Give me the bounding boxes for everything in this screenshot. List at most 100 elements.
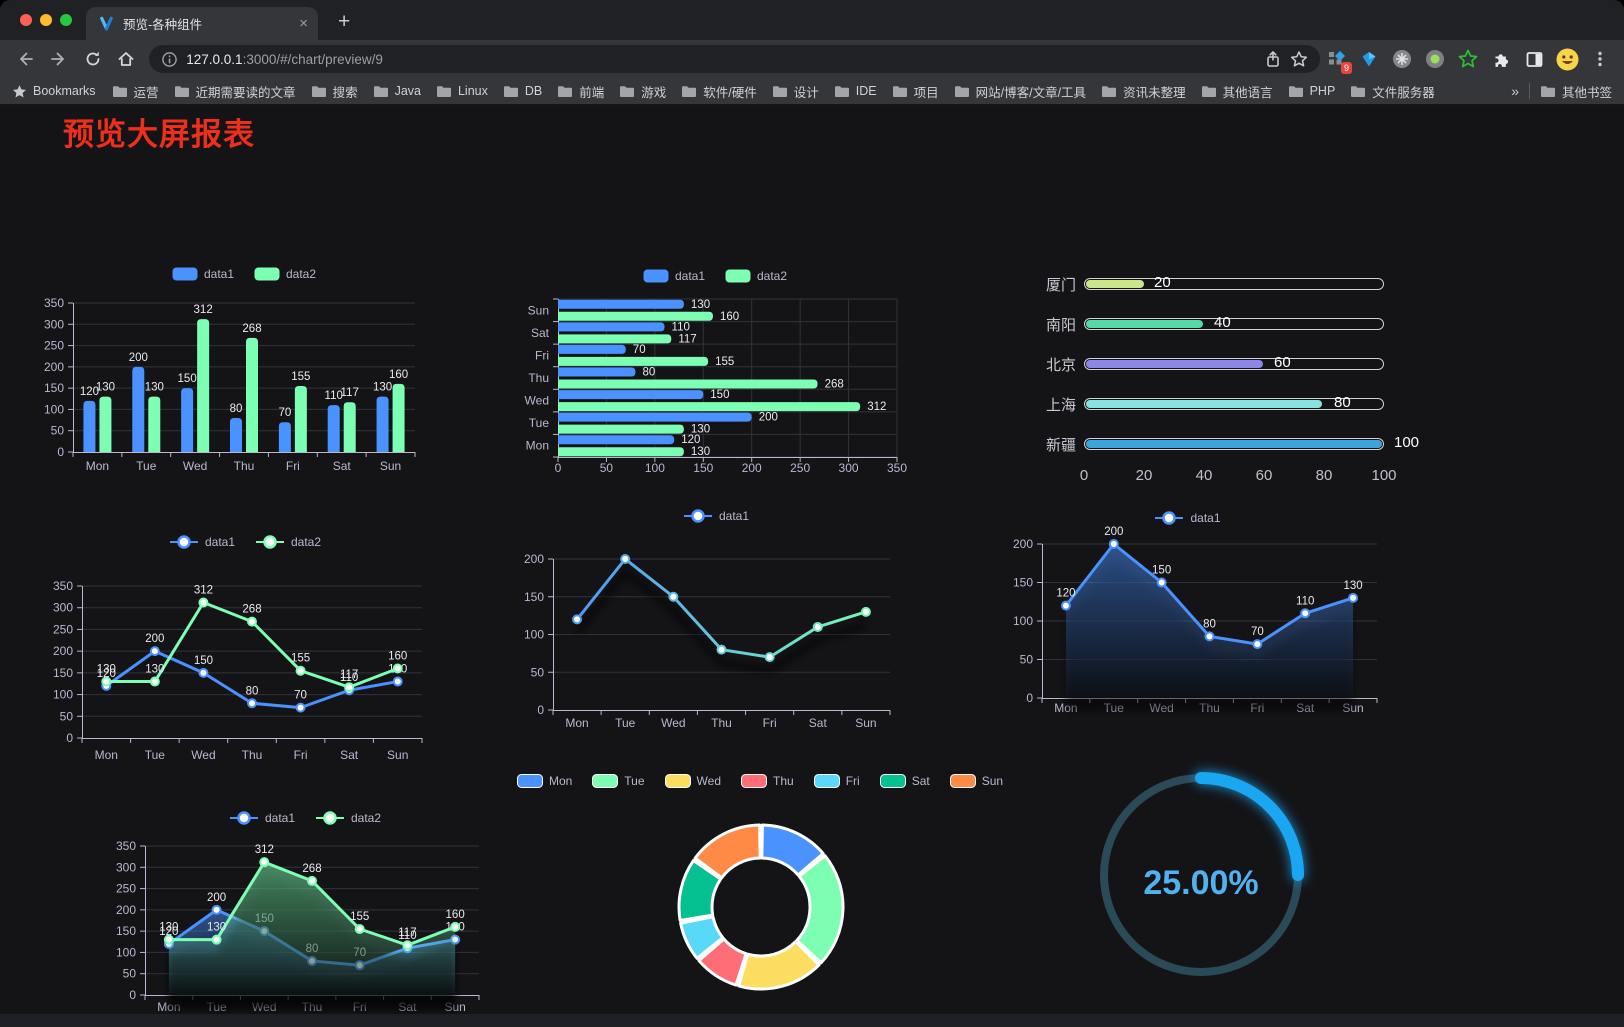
legend-item-Tue[interactable]: Tue [592,774,645,788]
bookmark-folder[interactable]: Linux [436,84,488,98]
legend-item-data1[interactable]: data1 [169,535,235,549]
chart-text: 120 [1056,588,1075,600]
legend-item-Wed[interactable]: Wed [664,774,721,788]
legend-label: Wed [696,774,721,788]
bookmark-folder[interactable]: 设计 [772,82,819,101]
bookmark-folder[interactable]: 软件/硬件 [681,82,757,101]
legend-item-data1[interactable]: data1 [683,509,749,523]
legend-item-Thu[interactable]: Thu [741,774,794,788]
chart-text: 130 [97,664,116,676]
bookmark-folder[interactable]: PHP [1288,84,1335,98]
bookmark-folder[interactable]: 搜索 [311,82,358,101]
chart-line-gradient[interactable]: data1 0 50 100 150 200 Mon Tue Wed Thu Fri Sat Sun [500,501,932,739]
legend-item-data2[interactable]: data2 [725,269,787,283]
progress-track[interactable] [1084,358,1384,370]
extension-grid-icon[interactable]: 9 [1324,47,1352,74]
chart-gauge[interactable]: 25.00% [1080,760,1325,995]
vue-devtools-icon[interactable] [1357,47,1381,71]
minimize-window-button[interactable] [40,14,52,26]
browser-tab[interactable]: 预览-各种组件 × [86,7,318,40]
close-window-button[interactable] [20,14,32,26]
legend-item-data2[interactable]: data2 [254,267,316,281]
url-text[interactable]: 127.0.0.1:3000/#/chart/preview/9 [186,52,1256,67]
bookmark-folder[interactable]: IDE [834,84,877,98]
chart-bar-vertical[interactable]: data1 data2 0 50 100 150 200 250 300 350 Mon Tue Wed… [30,255,458,481]
chart-text: 150 [178,373,197,385]
bookmark-folder[interactable]: 资讯未整理 [1101,82,1186,101]
chart-text: 268 [825,379,844,391]
sidebar-icon[interactable] [1522,47,1546,71]
legend-item-Mon[interactable]: Mon [516,774,572,788]
forward-button[interactable] [44,44,74,74]
new-tab-button[interactable]: + [338,10,351,33]
pie-slice-Sun[interactable] [693,823,762,880]
bookmark-folder[interactable]: 项目 [892,82,939,101]
bookmark-folder[interactable]: 游戏 [619,82,666,101]
legend-item-data2[interactable]: data2 [255,535,321,549]
zoom-window-button[interactable] [60,14,72,26]
folder-icon [834,85,849,97]
pie-slice-Thu[interactable] [697,937,748,987]
bookmark-folder[interactable]: DB [503,84,542,98]
bookmark-folder[interactable]: 近期需要读的文章 [174,82,296,101]
folder-icon [954,85,969,97]
chart-line-two-series[interactable]: data1 data2 0 50 100 150 200 250 300 350 Mon Tue Wed… [30,529,460,769]
chart-text: Fri [535,348,549,362]
site-info-icon[interactable] [161,51,178,68]
folder-icon [1288,85,1303,97]
chart-text: 160 [389,369,408,381]
bookmark-folder[interactable]: 文件服务器 [1350,82,1435,101]
legend-item-data1[interactable]: data1 [229,811,295,825]
chart-donut[interactable]: Mon Tue Wed Thu Fri Sat Sun [516,765,1003,1000]
pie-slice-Tue[interactable] [795,854,845,965]
progress-track[interactable] [1084,438,1384,450]
green-star-icon[interactable] [1456,47,1480,71]
progress-track[interactable] [1084,278,1384,290]
chart-text: 150 [1152,565,1171,577]
home-button[interactable] [111,44,141,74]
share-icon[interactable] [1264,50,1282,68]
pie-slice-Mon[interactable] [760,823,825,877]
bookmark-folder[interactable]: 前端 [557,82,604,101]
session-manager-icon[interactable] [1390,47,1414,71]
puzzle-extensions-icon[interactable] [1489,47,1513,71]
menu-dots-icon[interactable] [1588,47,1612,71]
reload-button[interactable] [78,44,108,74]
legend-item-Sun[interactable]: Sun [949,774,1003,788]
profile-avatar[interactable] [1555,47,1579,71]
chart-text: 268 [242,604,261,616]
pie-slice-Wed[interactable] [737,940,821,991]
legend-item-data1[interactable]: data1 [1154,511,1221,525]
chart-text: 50 [123,967,137,981]
bookmark-folder[interactable]: Java [373,84,421,98]
chart-line-two-area[interactable]: data1 data2 0 50 100 150 200 250 300 350 Mon Tue Wed… [90,805,520,1027]
legend-item-data1[interactable]: data1 [172,267,234,281]
close-tab-icon[interactable]: × [299,15,308,32]
pie-slice-Fri[interactable] [679,915,725,960]
recorder-icon[interactable] [1423,47,1447,71]
chart-text: 160 [388,651,407,663]
legend-item-data1[interactable]: data1 [643,269,705,283]
other-bookmarks-button[interactable]: 其他书签 [1540,82,1612,101]
chart-text: Thu [234,459,255,473]
bookmark-folder[interactable]: 运营 [112,82,159,101]
chart-line-area[interactable]: data1 0 50 100 150 200 Mon Tue Wed Thu Fri Sat Sun 12… [980,490,1395,722]
bookmarks-manager-button[interactable]: Bookmarks [12,84,96,99]
bookmark-folder[interactable]: 网站/博客/文章/工具 [954,82,1086,101]
chart-progress-bars[interactable]: 厦门 20 南阳 40 北京 60 上海 80 新疆 100 0 20 40 60 80 100 [1000,255,1419,495]
chart-bar-horizontal[interactable]: data1 data2 0 50 100 150 200 250 300 350 Sun 130 160… [500,255,930,481]
chart-text: 130 [691,424,710,436]
legend-item-data2[interactable]: data2 [315,811,381,825]
progress-track[interactable] [1084,398,1384,410]
pie-slice-Sat[interactable] [677,858,723,922]
progress-track[interactable] [1084,318,1384,330]
back-button[interactable] [10,44,40,74]
chart-text: Thu [242,748,263,762]
bookmark-star-icon[interactable] [1290,50,1308,68]
legend-item-Fri[interactable]: Fri [813,774,860,788]
bookmark-folder[interactable]: 其他语言 [1201,82,1273,101]
bookmarks-overflow-button[interactable]: » [1511,83,1519,99]
address-bar[interactable]: 127.0.0.1:3000/#/chart/preview/9 [149,45,1320,73]
chart-text: Tue [615,716,636,730]
legend-item-Sat[interactable]: Sat [879,774,930,788]
